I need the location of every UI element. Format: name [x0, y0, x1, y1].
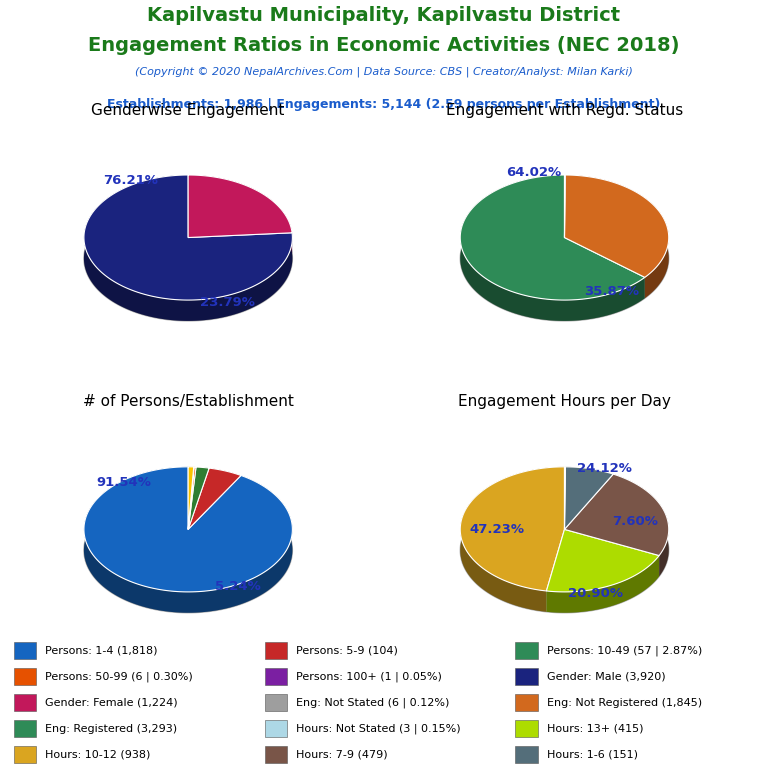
- Bar: [515, 720, 538, 737]
- Polygon shape: [84, 175, 293, 321]
- Polygon shape: [188, 467, 194, 529]
- Polygon shape: [84, 467, 293, 592]
- Polygon shape: [614, 474, 669, 576]
- Text: Gender: Female (1,224): Gender: Female (1,224): [45, 697, 178, 708]
- Title: Engagement with Regd. Status: Engagement with Regd. Status: [446, 103, 683, 118]
- Polygon shape: [188, 175, 292, 237]
- Polygon shape: [564, 467, 614, 529]
- Polygon shape: [564, 467, 565, 488]
- Bar: [265, 746, 287, 763]
- Polygon shape: [188, 467, 196, 529]
- Bar: [14, 668, 36, 685]
- Polygon shape: [188, 467, 194, 488]
- Text: 91.54%: 91.54%: [96, 476, 151, 489]
- Polygon shape: [565, 467, 614, 495]
- Polygon shape: [209, 468, 241, 496]
- Polygon shape: [564, 175, 669, 277]
- Bar: [14, 694, 36, 711]
- Text: 24.12%: 24.12%: [577, 462, 631, 475]
- Text: Hours: 1-6 (151): Hours: 1-6 (151): [547, 750, 638, 760]
- Text: Hours: 10-12 (938): Hours: 10-12 (938): [45, 750, 151, 760]
- Polygon shape: [546, 555, 659, 613]
- Text: 20.90%: 20.90%: [568, 588, 624, 601]
- Title: # of Persons/Establishment: # of Persons/Establishment: [83, 395, 293, 409]
- Polygon shape: [460, 467, 564, 591]
- Text: Persons: 5-9 (104): Persons: 5-9 (104): [296, 645, 398, 656]
- Polygon shape: [460, 175, 645, 321]
- Polygon shape: [194, 467, 196, 488]
- Text: Hours: 13+ (415): Hours: 13+ (415): [547, 723, 644, 734]
- Polygon shape: [564, 175, 565, 196]
- Text: Persons: 10-49 (57 | 2.87%): Persons: 10-49 (57 | 2.87%): [547, 645, 702, 656]
- Bar: [14, 720, 36, 737]
- Text: Hours: 7-9 (479): Hours: 7-9 (479): [296, 750, 388, 760]
- Polygon shape: [84, 488, 293, 613]
- Text: Persons: 1-4 (1,818): Persons: 1-4 (1,818): [45, 645, 157, 656]
- Polygon shape: [460, 467, 564, 612]
- Text: Kapilvastu Municipality, Kapilvastu District: Kapilvastu Municipality, Kapilvastu Dist…: [147, 6, 621, 25]
- Polygon shape: [565, 175, 669, 298]
- Bar: [515, 746, 538, 763]
- Polygon shape: [188, 468, 241, 529]
- Bar: [265, 720, 287, 737]
- Polygon shape: [546, 529, 659, 592]
- Polygon shape: [84, 467, 293, 613]
- Text: 7.60%: 7.60%: [612, 515, 658, 528]
- Title: Engagement Hours per Day: Engagement Hours per Day: [458, 395, 671, 409]
- Text: 35.87%: 35.87%: [584, 285, 639, 298]
- Bar: [515, 694, 538, 711]
- Text: Persons: 50-99 (6 | 0.30%): Persons: 50-99 (6 | 0.30%): [45, 671, 193, 682]
- Text: Eng: Not Stated (6 | 0.12%): Eng: Not Stated (6 | 0.12%): [296, 697, 449, 708]
- Text: 5.24%: 5.24%: [215, 580, 261, 593]
- Text: Persons: 100+ (1 | 0.05%): Persons: 100+ (1 | 0.05%): [296, 671, 442, 682]
- Polygon shape: [460, 175, 645, 300]
- Polygon shape: [188, 467, 194, 529]
- Bar: [14, 642, 36, 659]
- Text: Engagement Ratios in Economic Activities (NEC 2018): Engagement Ratios in Economic Activities…: [88, 35, 680, 55]
- Bar: [515, 642, 538, 659]
- Polygon shape: [84, 175, 293, 300]
- Text: 76.21%: 76.21%: [104, 174, 158, 187]
- Text: 23.79%: 23.79%: [200, 296, 255, 309]
- Text: Eng: Registered (3,293): Eng: Registered (3,293): [45, 723, 177, 734]
- Polygon shape: [188, 175, 292, 253]
- Text: Eng: Not Registered (1,845): Eng: Not Registered (1,845): [547, 697, 702, 708]
- Text: 47.23%: 47.23%: [469, 523, 525, 536]
- Bar: [265, 694, 287, 711]
- Polygon shape: [460, 196, 669, 321]
- Bar: [14, 746, 36, 763]
- Polygon shape: [84, 196, 293, 321]
- Polygon shape: [196, 467, 209, 489]
- Title: Genderwise Engagement: Genderwise Engagement: [91, 103, 285, 118]
- Bar: [515, 668, 538, 685]
- Text: Hours: Not Stated (3 | 0.15%): Hours: Not Stated (3 | 0.15%): [296, 723, 461, 734]
- Text: 64.02%: 64.02%: [505, 167, 561, 180]
- Text: (Copyright © 2020 NepalArchives.Com | Data Source: CBS | Creator/Analyst: Milan : (Copyright © 2020 NepalArchives.Com | Da…: [135, 67, 633, 77]
- Text: Establishments: 1,986 | Engagements: 5,144 (2.59 persons per Establishment): Establishments: 1,986 | Engagements: 5,1…: [108, 98, 660, 111]
- Polygon shape: [460, 488, 669, 613]
- Polygon shape: [188, 467, 209, 529]
- Text: Gender: Male (3,920): Gender: Male (3,920): [547, 671, 666, 682]
- Polygon shape: [564, 467, 565, 529]
- Polygon shape: [564, 474, 669, 555]
- Bar: [265, 642, 287, 659]
- Polygon shape: [564, 175, 565, 237]
- Bar: [265, 668, 287, 685]
